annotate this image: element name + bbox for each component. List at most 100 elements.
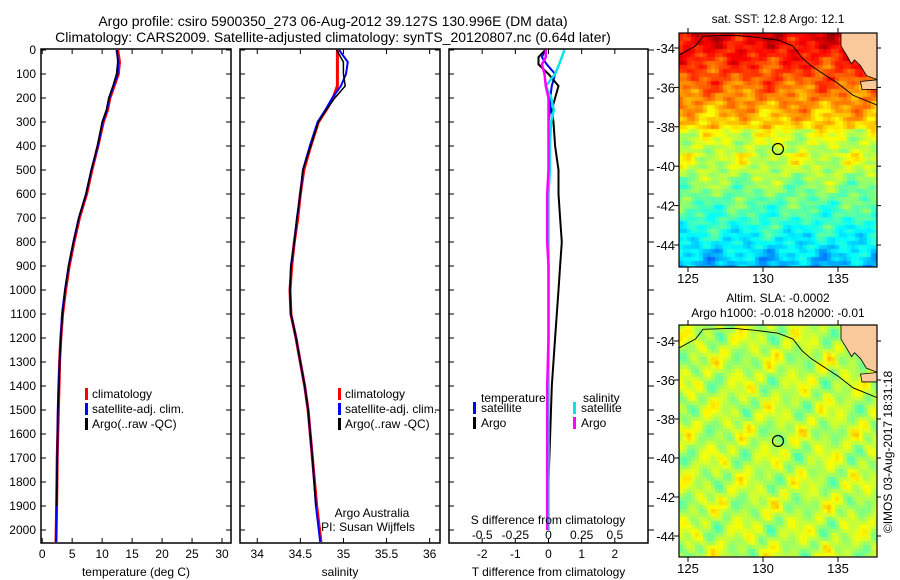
series-line-salinity-argo xyxy=(540,50,550,530)
legend-swatch xyxy=(85,403,88,415)
s-tick-label: 0.25 xyxy=(570,528,594,542)
x-tick-label: 25 xyxy=(185,547,199,561)
lat-tick-label: -38 xyxy=(656,412,675,427)
legend-swatch xyxy=(338,388,341,400)
y-tick-label: 700 xyxy=(16,211,36,225)
x-tick-label: 36 xyxy=(423,547,437,561)
island-polygon xyxy=(860,79,877,90)
legend-swatch xyxy=(338,403,341,415)
lat-tick-label: -44 xyxy=(656,238,675,253)
sla-map-subtitle: Argo h1000: -0.018 h2000: -0.01 xyxy=(691,306,865,320)
y-tick-label: 1100 xyxy=(10,307,36,321)
plot-frame xyxy=(239,48,441,544)
y-tick-label: 2000 xyxy=(9,523,36,537)
legend-swatch xyxy=(473,402,476,414)
sla-map-title: Altim. SLA: -0.0002 xyxy=(726,291,830,305)
legend-label: satellite xyxy=(581,401,622,415)
y-tick-label: 0 xyxy=(29,43,36,57)
legend-swatch xyxy=(338,418,341,430)
argo-float-marker xyxy=(771,142,785,156)
legend-swatch xyxy=(573,402,576,414)
x-axis-label: salinity xyxy=(322,565,359,579)
x-tick-label: 30 xyxy=(215,547,229,561)
land-polygon xyxy=(840,33,877,80)
series-line-climatology xyxy=(54,49,122,543)
lat-tick-label: -38 xyxy=(656,120,675,135)
legend-title-salinity: salinity xyxy=(583,391,620,405)
lat-tick-label: -42 xyxy=(656,199,675,214)
sst-map xyxy=(674,28,881,272)
s-tick-label: 0.5 xyxy=(606,528,623,542)
y-tick-label: 1800 xyxy=(9,475,36,489)
x-tick-label: -1 xyxy=(510,547,521,561)
lon-tick-label: 130 xyxy=(752,271,774,286)
s-axis-label: S difference from climatology xyxy=(471,513,626,527)
lat-tick-label: -34 xyxy=(656,41,675,56)
shelf-contour-line xyxy=(679,34,877,106)
y-tick-label: 300 xyxy=(16,115,36,129)
figure-title-line2: Climatology: CARS2009. Satellite-adjuste… xyxy=(55,29,611,45)
map-frame xyxy=(678,324,878,558)
imos-credit: ©IMOS 03-Aug-2017 18:31:18 xyxy=(881,371,895,534)
legend-label: Argo(..raw -QC) xyxy=(92,417,177,431)
legend-swatch xyxy=(85,418,88,430)
salinity-panel xyxy=(239,48,441,544)
sst-map-title: sat. SST: 12.8 Argo: 12.1 xyxy=(712,12,845,26)
argo-float-marker xyxy=(771,434,785,448)
land-polygon xyxy=(840,325,877,373)
y-tick-label: 400 xyxy=(16,139,36,153)
y-tick-label: 200 xyxy=(16,91,36,105)
x-tick-label: 15 xyxy=(125,547,139,561)
y-tick-label: 1300 xyxy=(9,355,36,369)
legend-label: climatology xyxy=(92,387,152,401)
plot-frame xyxy=(40,48,232,544)
lon-tick-label: 135 xyxy=(827,271,849,286)
legend-label: Argo xyxy=(481,416,507,430)
lat-tick-label: -44 xyxy=(656,529,675,544)
legend-label: Argo(..raw -QC) xyxy=(345,417,430,431)
y-tick-label: 100 xyxy=(16,67,36,81)
legend-label: satellite xyxy=(481,401,522,415)
lon-tick-label: 130 xyxy=(752,561,774,576)
figure-title-line1: Argo profile: csiro 5900350_273 06-Aug-2… xyxy=(98,13,567,29)
temperature-panel xyxy=(40,48,232,544)
lat-tick-label: -36 xyxy=(656,80,675,95)
s-tick-label: -0.25 xyxy=(502,528,530,542)
lon-tick-label: 125 xyxy=(677,561,699,576)
x-tick-label: 35.5 xyxy=(375,547,399,561)
lat-tick-label: -40 xyxy=(656,159,675,174)
y-tick-label: 1200 xyxy=(9,331,36,345)
annotation-pi: PI: Susan Wijffels xyxy=(321,520,415,534)
x-axis-label: temperature (deg C) xyxy=(82,565,190,579)
sla-map-heatmap xyxy=(679,325,877,557)
y-tick-label: 1700 xyxy=(9,451,36,465)
y-tick-label: 600 xyxy=(16,187,36,201)
shelf-contour-line xyxy=(679,327,877,398)
y-tick-label: 1900 xyxy=(9,499,36,513)
x-tick-label: 34 xyxy=(251,547,265,561)
map-frame xyxy=(678,32,878,268)
lat-tick-label: -40 xyxy=(656,451,675,466)
difference-panel xyxy=(448,48,654,544)
sst-map-heatmap xyxy=(679,33,877,267)
legend-label: satellite-adj. clim. xyxy=(345,402,437,416)
legend-swatch xyxy=(573,417,576,429)
legend-label: satellite-adj. clim. xyxy=(92,402,184,416)
x-tick-label: 2 xyxy=(611,547,618,561)
y-tick-label: 500 xyxy=(16,163,36,177)
x-tick-label: 10 xyxy=(95,547,109,561)
legend-swatch xyxy=(473,417,476,429)
series-line-temperature-argo xyxy=(537,49,563,530)
x-tick-label: 0 xyxy=(39,547,46,561)
lon-tick-label: 135 xyxy=(827,561,849,576)
x-tick-label: 35 xyxy=(337,547,351,561)
series-line-argo-raw-qc- xyxy=(289,49,346,507)
x-tick-label: 5 xyxy=(69,547,76,561)
lat-tick-label: -42 xyxy=(656,490,675,505)
x-tick-label: 34.5 xyxy=(289,547,313,561)
y-tick-label: 1600 xyxy=(9,427,36,441)
sla-map xyxy=(674,320,881,562)
legend-title-temperature: temperature xyxy=(481,391,546,405)
